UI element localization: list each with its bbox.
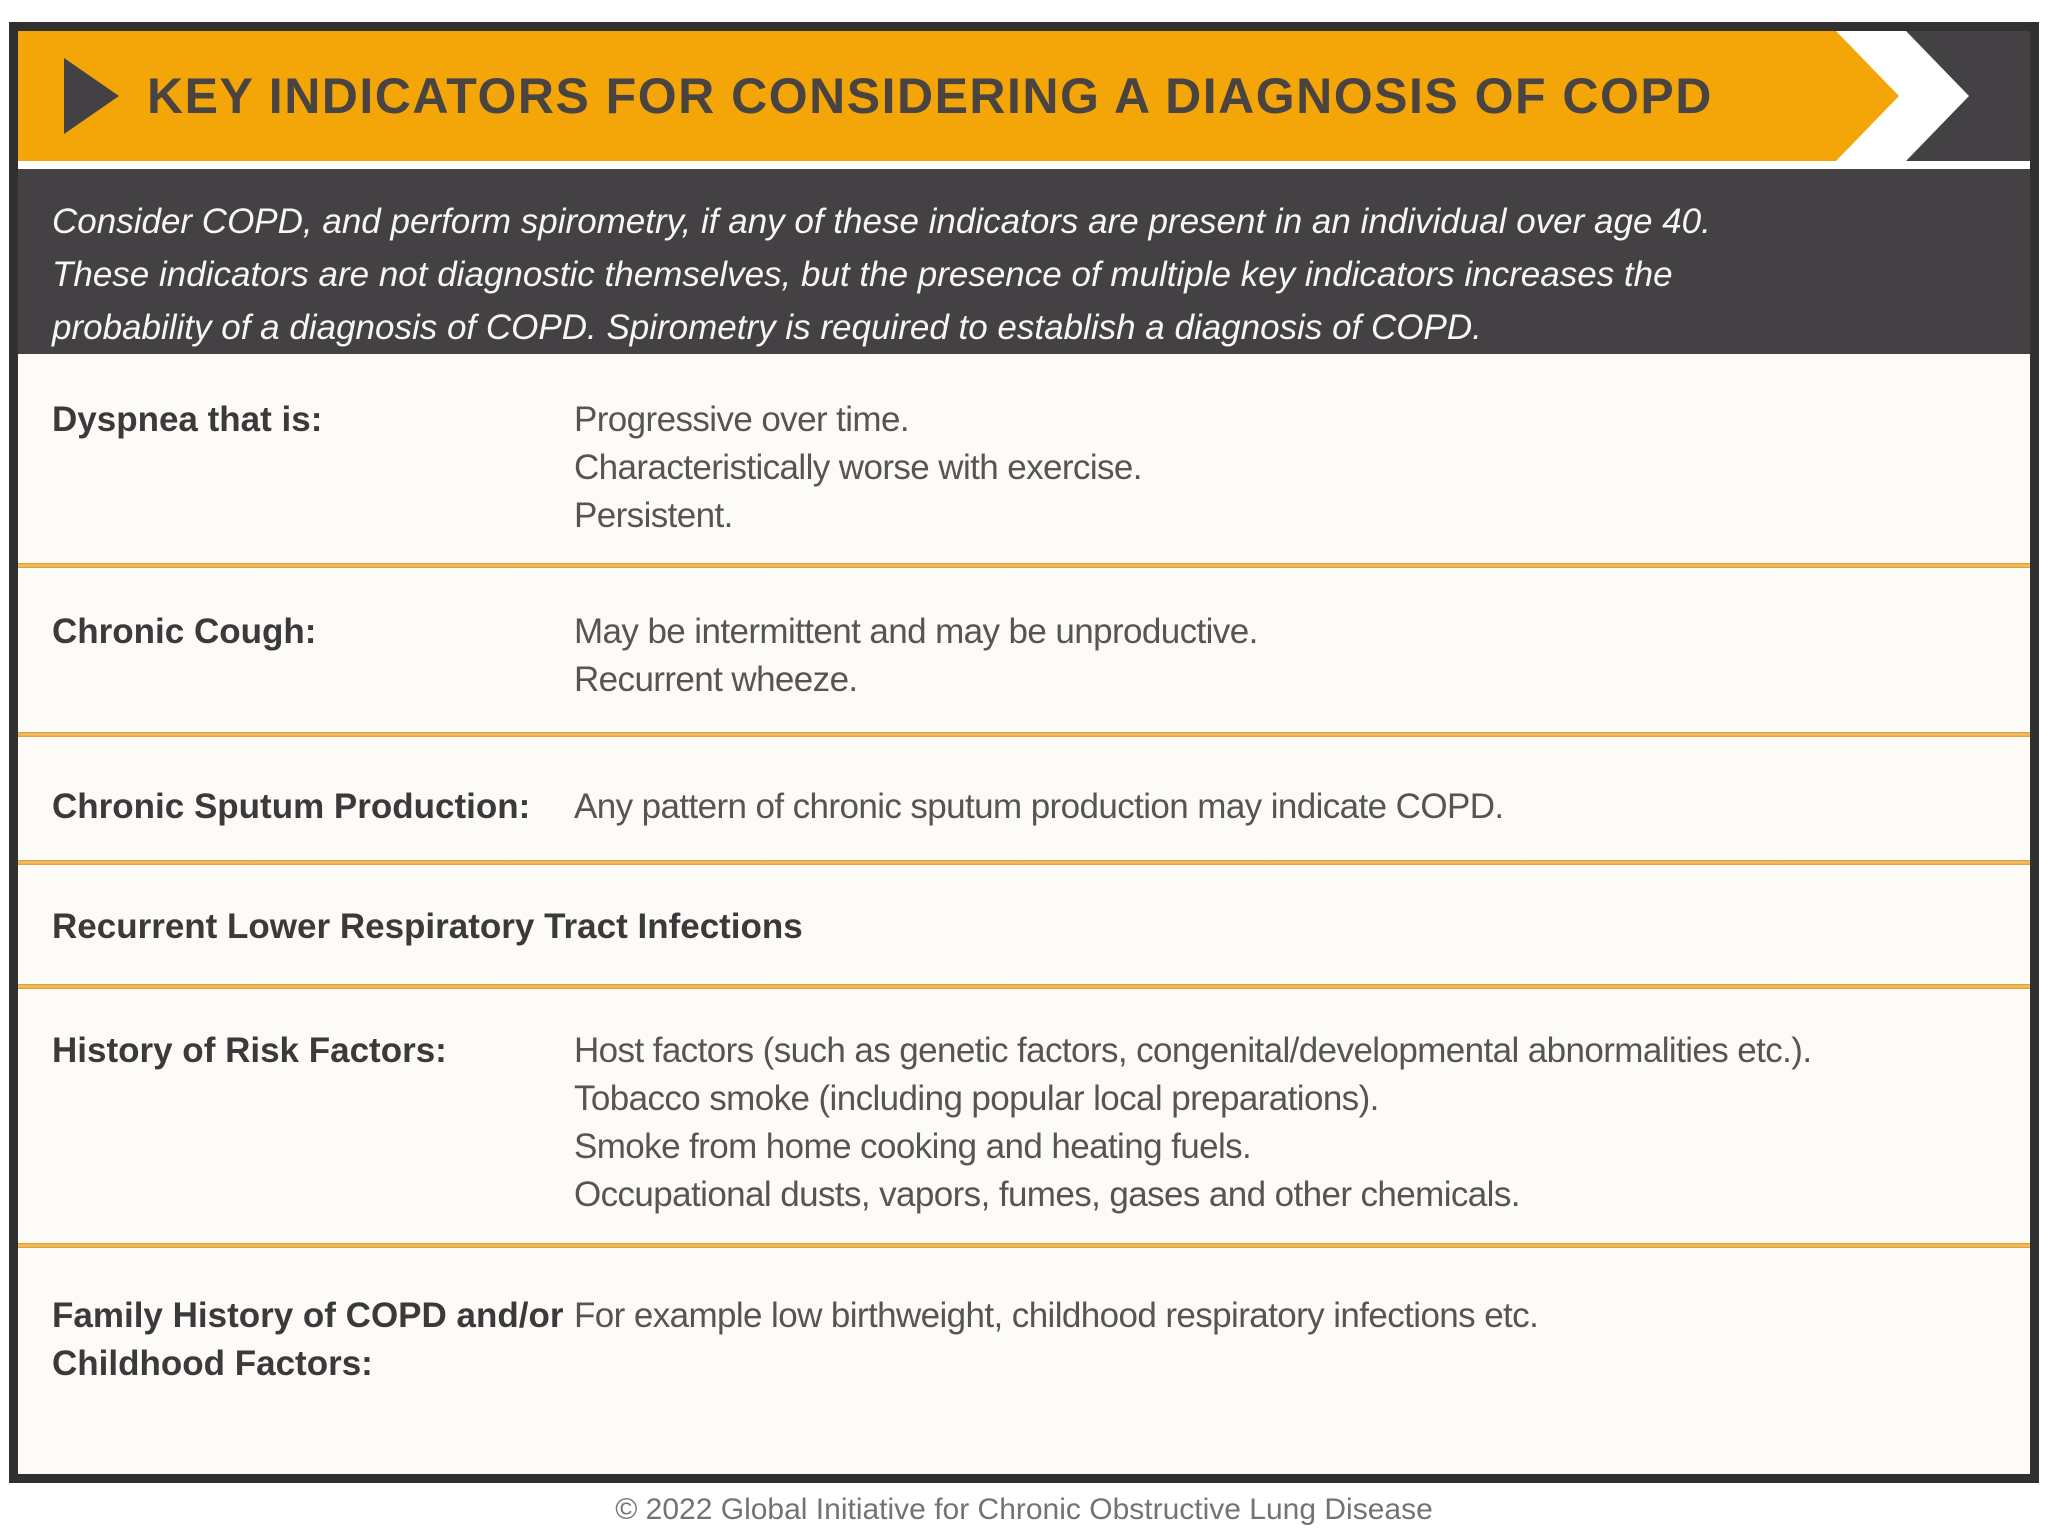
row-divider xyxy=(18,860,2030,865)
row-label: Chronic Sputum Production: xyxy=(52,787,531,826)
table-row-chronic-cough: Chronic Cough: May be intermittent and m… xyxy=(18,568,2030,732)
row-values: Host factors (such as genetic factors, c… xyxy=(574,1027,2030,1243)
row-divider xyxy=(18,563,2030,568)
banner-arrow-shape: KEY INDICATORS FOR CONSIDERING A DIAGNOS… xyxy=(18,31,1899,161)
row-value-line: Smoke from home cooking and heating fuel… xyxy=(574,1127,1252,1166)
row-values: For example low birthweight, childhood r… xyxy=(574,1292,2030,1475)
row-value-line: Persistent. xyxy=(574,496,733,535)
copd-key-indicators-table: KEY INDICATORS FOR CONSIDERING A DIAGNOS… xyxy=(9,22,2039,1483)
row-label: Chronic Cough: xyxy=(52,612,317,651)
page-title: KEY INDICATORS FOR CONSIDERING A DIAGNOS… xyxy=(147,68,1713,124)
intro-note: Consider COPD, and perform spirometry, i… xyxy=(18,169,2030,354)
row-value-line: For example low birthweight, childhood r… xyxy=(574,1296,1539,1335)
table-row-family-history: Family History of COPD and/or Childhood … xyxy=(18,1248,2030,1475)
table-row-risk-factors: History of Risk Factors: Host factors (s… xyxy=(18,989,2030,1243)
header-separator xyxy=(18,161,2030,169)
row-value-line: Characteristically worse with exercise. xyxy=(574,448,1143,487)
row-label: History of Risk Factors: xyxy=(52,1031,447,1070)
row-value-line: Tobacco smoke (including popular local p… xyxy=(574,1079,1379,1118)
row-values: Any pattern of chronic sputum production… xyxy=(574,783,2030,860)
row-label: Family History of COPD and/or Childhood … xyxy=(52,1296,564,1383)
row-value-line: May be intermittent and may be unproduct… xyxy=(574,612,1258,651)
table-row-dyspnea: Dyspnea that is: Progressive over time. … xyxy=(18,354,2030,563)
row-label: Recurrent Lower Respiratory Tract Infect… xyxy=(52,907,803,946)
row-values: May be intermittent and may be unproduct… xyxy=(574,608,2030,732)
row-label: Dyspnea that is: xyxy=(52,400,323,439)
row-value-line: Occupational dusts, vapors, fumes, gases… xyxy=(574,1175,1520,1214)
table-row-recurrent-infections: Recurrent Lower Respiratory Tract Infect… xyxy=(18,865,2030,984)
intro-text-line: probability of a diagnosis of COPD. Spir… xyxy=(52,308,1482,347)
row-divider xyxy=(18,1243,2030,1248)
row-divider xyxy=(18,732,2030,737)
indicator-rows: Dyspnea that is: Progressive over time. … xyxy=(18,354,2030,1475)
row-divider xyxy=(18,984,2030,989)
intro-text-line: These indicators are not diagnostic them… xyxy=(52,255,1673,294)
intro-text-line: Consider COPD, and perform spirometry, i… xyxy=(52,202,1711,241)
header-banner: KEY INDICATORS FOR CONSIDERING A DIAGNOS… xyxy=(18,31,2030,161)
row-value-line: Any pattern of chronic sputum production… xyxy=(574,787,1504,826)
play-arrow-icon xyxy=(64,58,119,134)
row-value-line: Recurrent wheeze. xyxy=(574,660,858,699)
row-value-line: Progressive over time. xyxy=(574,400,910,439)
row-values: Progressive over time. Characteristicall… xyxy=(574,396,2030,563)
table-row-chronic-sputum: Chronic Sputum Production: Any pattern o… xyxy=(18,737,2030,860)
copyright-footer: © 2022 Global Initiative for Chronic Obs… xyxy=(615,1493,1433,1526)
row-value-line: Host factors (such as genetic factors, c… xyxy=(574,1031,1812,1070)
